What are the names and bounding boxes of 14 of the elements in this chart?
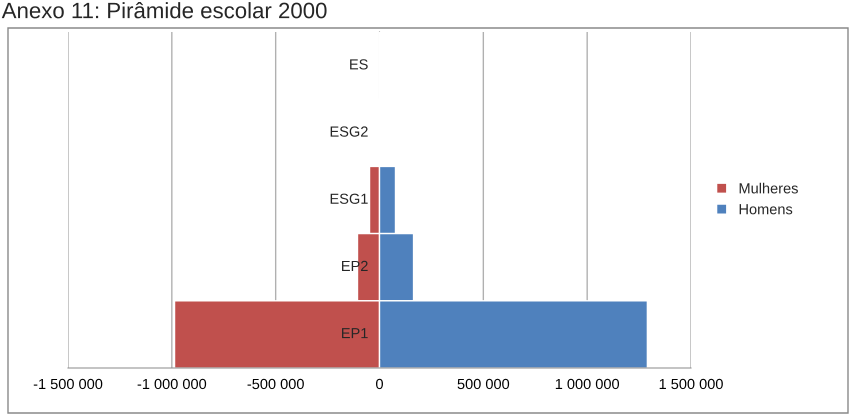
chart-title: Anexo 11: Pirâmide escolar 2000 bbox=[2, 2, 327, 18]
x-tick-label: 1 500 000 bbox=[660, 378, 723, 390]
y-tick-label: ESG1 bbox=[330, 194, 368, 204]
y-tick-label: ES bbox=[350, 59, 368, 70]
legend-label: Mulheres bbox=[740, 182, 798, 194]
x-tick-label: 0 bbox=[376, 378, 383, 390]
x-tick-label: -500 000 bbox=[248, 378, 304, 390]
x-tick-label: -1 000 000 bbox=[138, 378, 206, 390]
x-tick-label: 1 000 000 bbox=[556, 378, 620, 390]
y-tick-label: ESG2 bbox=[330, 126, 368, 137]
y-tick-label: EP1 bbox=[342, 328, 368, 338]
x-tick-label: 500 000 bbox=[458, 378, 510, 390]
legend-label: Homens bbox=[740, 204, 792, 214]
x-tick-label: -1 500 000 bbox=[34, 378, 102, 390]
